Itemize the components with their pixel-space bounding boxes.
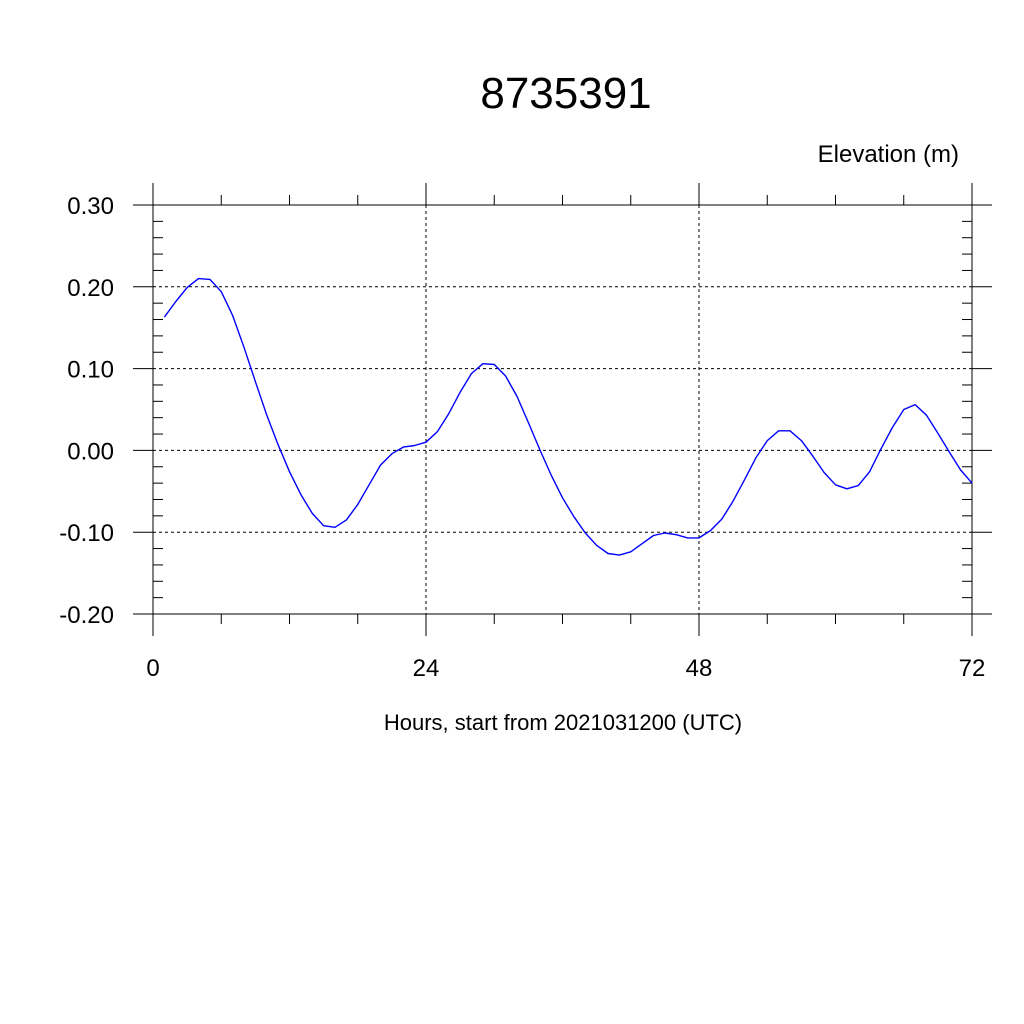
x-tick-label: 24 [413, 655, 440, 682]
series-line [163, 277, 973, 556]
y-tick-label: 0.20 [67, 275, 114, 302]
x-tick-label: 48 [686, 655, 713, 682]
series-layer [163, 277, 973, 556]
chart-title: 8735391 [480, 69, 651, 118]
y-tick-label: 0.00 [67, 438, 114, 465]
y-tick-label: 0.10 [67, 357, 114, 384]
y-tick-label: -0.10 [59, 520, 114, 547]
axes [133, 183, 992, 636]
y-tick-label: -0.20 [59, 602, 114, 629]
x-tick-label: 0 [146, 655, 159, 682]
tick-labels: -0.20 -0.10 0.00 0.10 0.20 0.30 0 24 48 72 [59, 193, 985, 682]
y-tick-label: 0.30 [67, 193, 114, 220]
grid-lines [152, 204, 973, 615]
x-tick-label: 72 [959, 655, 986, 682]
x-axis-label: Hours, start from 2021031200 (UTC) [384, 710, 742, 735]
units-label: Elevation (m) [818, 141, 959, 168]
